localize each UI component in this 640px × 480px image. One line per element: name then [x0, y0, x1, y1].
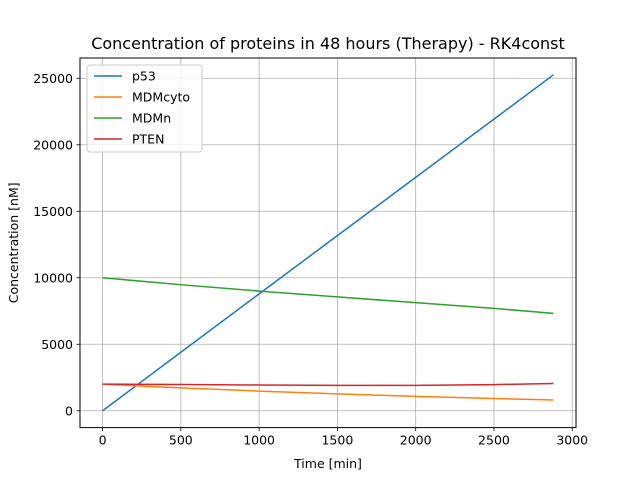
- grid: [80, 58, 576, 428]
- x-tick-label: 2000: [400, 433, 432, 448]
- y-tick-label: 25000: [33, 71, 73, 86]
- x-axis-ticks: 0 500 1000 1500 2000 2500 3000: [99, 427, 588, 448]
- series-line-mdmn: [102, 277, 554, 315]
- x-tick-label: 500: [169, 433, 193, 448]
- legend-label: MDMcyto: [132, 90, 190, 105]
- y-axis-ticks: 0 5000 10000 15000 20000 25000: [33, 71, 80, 418]
- plot-area-frame: [79, 57, 577, 429]
- legend-label: MDMn: [132, 111, 171, 126]
- y-axis-label: Concentration [nM]: [6, 182, 21, 303]
- x-tick-label: 1500: [321, 433, 353, 448]
- series-lines: [102, 74, 554, 412]
- legend-item-p53: p53: [94, 69, 156, 84]
- x-tick-label: 0: [99, 433, 107, 448]
- y-tick-label: 5000: [41, 337, 73, 352]
- y-tick-label: 15000: [33, 204, 73, 219]
- x-axis-label: Time [min]: [293, 456, 362, 471]
- series-line-mdmcyto: [102, 383, 554, 401]
- x-tick-label: 3000: [556, 433, 588, 448]
- series-line-pten: [102, 382, 554, 387]
- chart-title: Concentration of proteins in 48 hours (T…: [91, 34, 565, 53]
- y-tick-label: 0: [65, 403, 73, 418]
- x-tick-label: 2500: [478, 433, 510, 448]
- legend-label: p53: [132, 69, 156, 84]
- x-tick-label: 1000: [243, 433, 275, 448]
- legend-label: PTEN: [132, 132, 164, 147]
- y-tick-label: 20000: [33, 137, 73, 152]
- legend-box: [86, 64, 203, 153]
- legend-item-mdmcyto: MDMcyto: [94, 90, 190, 105]
- y-tick-label: 10000: [33, 270, 73, 285]
- legend-item-pten: PTEN: [94, 132, 164, 147]
- series-line-p53: [102, 74, 554, 412]
- legend: p53 MDMcyto MDMn PTEN: [86, 64, 203, 153]
- legend-item-mdmn: MDMn: [94, 111, 171, 126]
